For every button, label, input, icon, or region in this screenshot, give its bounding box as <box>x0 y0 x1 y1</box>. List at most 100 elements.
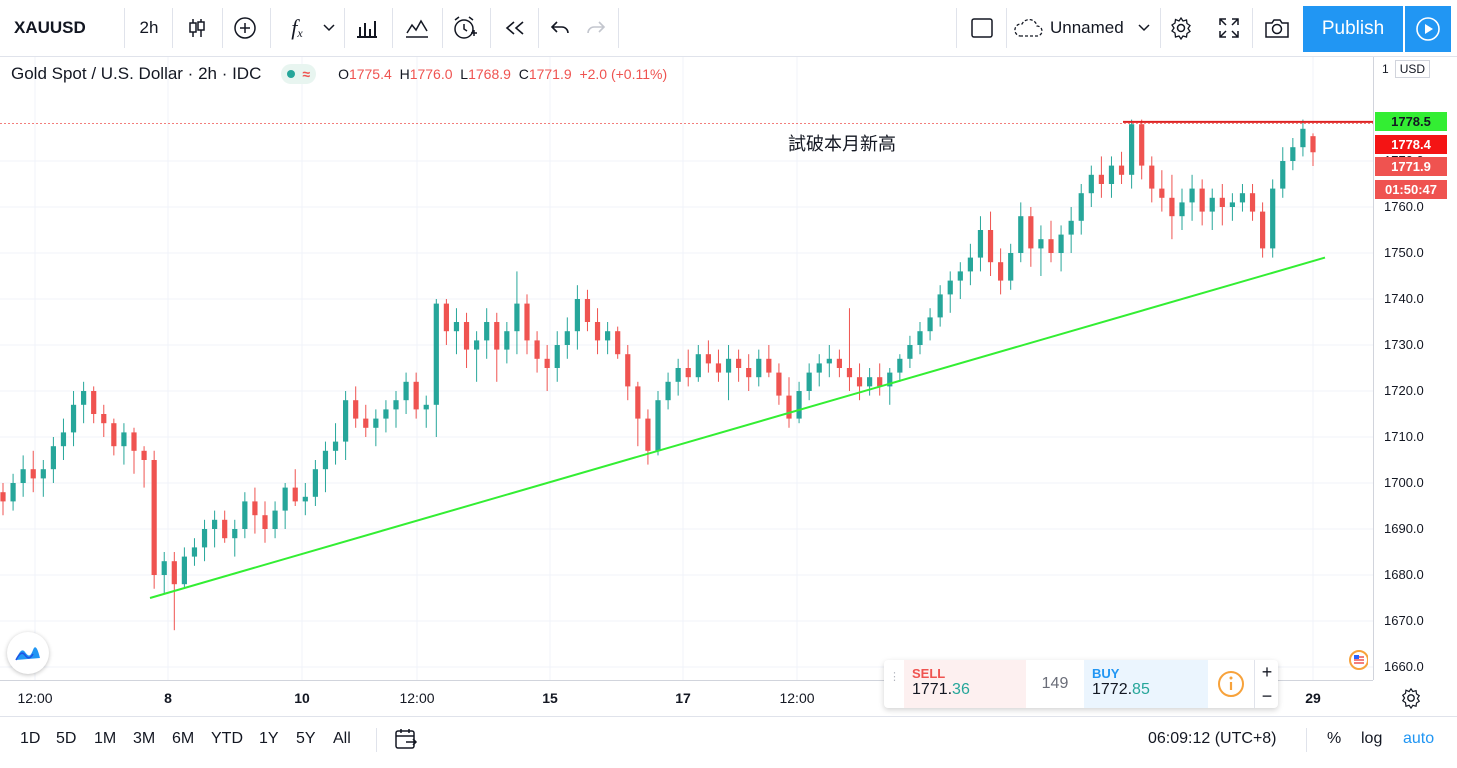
candle-body <box>1028 216 1034 249</box>
candle-body <box>1129 124 1135 175</box>
buy-button[interactable]: BUY 1772.85 <box>1084 660 1208 708</box>
price-tick-label: 1690.0 <box>1384 521 1424 536</box>
candle-body <box>1159 188 1165 198</box>
compare-add-icon[interactable] <box>228 8 262 48</box>
percent-scale-toggle[interactable]: % <box>1327 730 1342 747</box>
log-scale-toggle[interactable]: log <box>1361 730 1383 747</box>
info-icon[interactable] <box>1217 670 1245 698</box>
chart-annotation-text[interactable]: 試破本月新高 <box>788 134 896 154</box>
range-1y[interactable]: 1Y <box>259 730 279 747</box>
candle-body <box>836 358 842 368</box>
flag-icon[interactable] <box>1346 646 1369 674</box>
price-chart[interactable] <box>0 57 1373 680</box>
candle-body <box>887 372 893 387</box>
replay-icon[interactable] <box>498 8 532 48</box>
candle-body <box>121 432 127 447</box>
range-3m[interactable]: 3M <box>133 730 156 747</box>
undo-icon[interactable] <box>544 8 576 48</box>
price-tick-label: 1710.0 <box>1384 429 1424 444</box>
toolbar-divider <box>392 8 393 48</box>
auto-scale-toggle[interactable]: auto <box>1403 730 1435 747</box>
time-label: 12:00 <box>399 690 435 706</box>
minus-icon[interactable]: − <box>1261 685 1273 706</box>
line-price-tag: 1778.5 <box>1375 112 1447 131</box>
candle-body <box>262 515 268 529</box>
publish-video-icon[interactable] <box>1405 6 1451 52</box>
range-ytd[interactable]: YTD <box>211 730 243 747</box>
candle-body <box>746 368 752 378</box>
candle-body <box>554 345 560 368</box>
candle-body <box>756 358 762 378</box>
camera-icon[interactable] <box>1260 8 1294 48</box>
candle-body <box>81 391 87 405</box>
candle-body <box>40 469 46 479</box>
buy-label: BUY <box>1092 666 1120 681</box>
candle-body <box>998 262 1004 281</box>
range-5d[interactable]: 5D <box>56 730 77 747</box>
price-tick-label: 1670.0 <box>1384 613 1424 628</box>
gear-icon[interactable] <box>1164 8 1198 48</box>
fullscreen-icon[interactable] <box>1212 8 1246 48</box>
range-1d[interactable]: 1D <box>20 730 41 747</box>
candle-body <box>111 423 117 447</box>
price-tick-label: 1760.0 <box>1384 199 1424 214</box>
alert-clock-icon[interactable] <box>448 8 482 48</box>
time-label: 15 <box>542 690 558 706</box>
publish-button[interactable]: Publish <box>1303 6 1403 52</box>
range-all[interactable]: All <box>333 730 351 747</box>
save-layout-button[interactable]: Unnamed <box>1012 8 1158 48</box>
redo-icon[interactable] <box>580 8 612 48</box>
symbol-search-button[interactable]: XAUUSD <box>14 18 86 37</box>
drag-handle-icon[interactable]: ⋮⋮ <box>889 671 911 683</box>
candle-body <box>655 400 661 451</box>
candle-body <box>594 322 601 341</box>
candle-body <box>897 358 903 373</box>
toolbar-divider <box>376 728 377 752</box>
plus-icon[interactable]: + <box>1261 661 1273 682</box>
time-label: 10 <box>294 690 310 706</box>
candle-body <box>796 391 802 419</box>
candle-body <box>312 469 318 497</box>
price-tick-label: 1700.0 <box>1384 475 1424 490</box>
tradingview-logo-icon[interactable] <box>7 632 49 674</box>
sell-label: SELL <box>912 666 946 681</box>
layout-select-icon[interactable] <box>964 8 1000 48</box>
candle-body <box>1310 136 1316 153</box>
candle-body <box>1199 188 1205 212</box>
candle-body <box>423 404 429 410</box>
market-status-pill[interactable]: ≈ <box>281 64 317 84</box>
currency-label[interactable]: 1 USD <box>1382 60 1431 78</box>
range-6m[interactable]: 6M <box>172 730 195 747</box>
templates-icon[interactable] <box>400 8 434 48</box>
candle-body <box>433 303 439 405</box>
candle-body <box>645 418 651 451</box>
candle-body <box>332 441 339 451</box>
financials-icon[interactable] <box>350 8 384 48</box>
candlestick-style-icon[interactable] <box>180 8 214 48</box>
range-1m[interactable]: 1M <box>94 730 117 747</box>
delayed-data-icon: ≈ <box>302 66 311 82</box>
candle-body <box>383 409 389 419</box>
candle-body <box>141 450 147 460</box>
goto-date-icon[interactable] <box>394 728 418 755</box>
candle-body <box>222 519 228 539</box>
price-tick-label: 1730.0 <box>1384 337 1424 352</box>
candle-body <box>101 414 107 424</box>
candle-body <box>574 299 580 332</box>
chevron-down-icon[interactable] <box>318 8 340 48</box>
candle-body <box>564 331 570 345</box>
candle-body <box>463 322 470 350</box>
toolbar-divider <box>538 8 539 48</box>
trading-panel: ⋮⋮ SELL 1771.36 149 BUY 1772.85 + − <box>884 660 1278 708</box>
candle-body <box>443 303 449 332</box>
interval-button[interactable]: 2h <box>139 18 159 37</box>
range-5y[interactable]: 5Y <box>296 730 316 747</box>
clock-timezone[interactable]: 06:09:12 (UTC+8) <box>1148 730 1277 747</box>
symbol-description[interactable]: Gold Spot / U.S. Dollar · 2h · IDC <box>11 64 262 83</box>
sell-button[interactable]: SELL 1771.36 <box>904 660 1026 708</box>
toolbar-divider <box>1160 8 1161 48</box>
gear-icon[interactable] <box>1400 687 1422 714</box>
time-label: 12:00 <box>779 690 815 706</box>
candle-body <box>736 358 742 368</box>
